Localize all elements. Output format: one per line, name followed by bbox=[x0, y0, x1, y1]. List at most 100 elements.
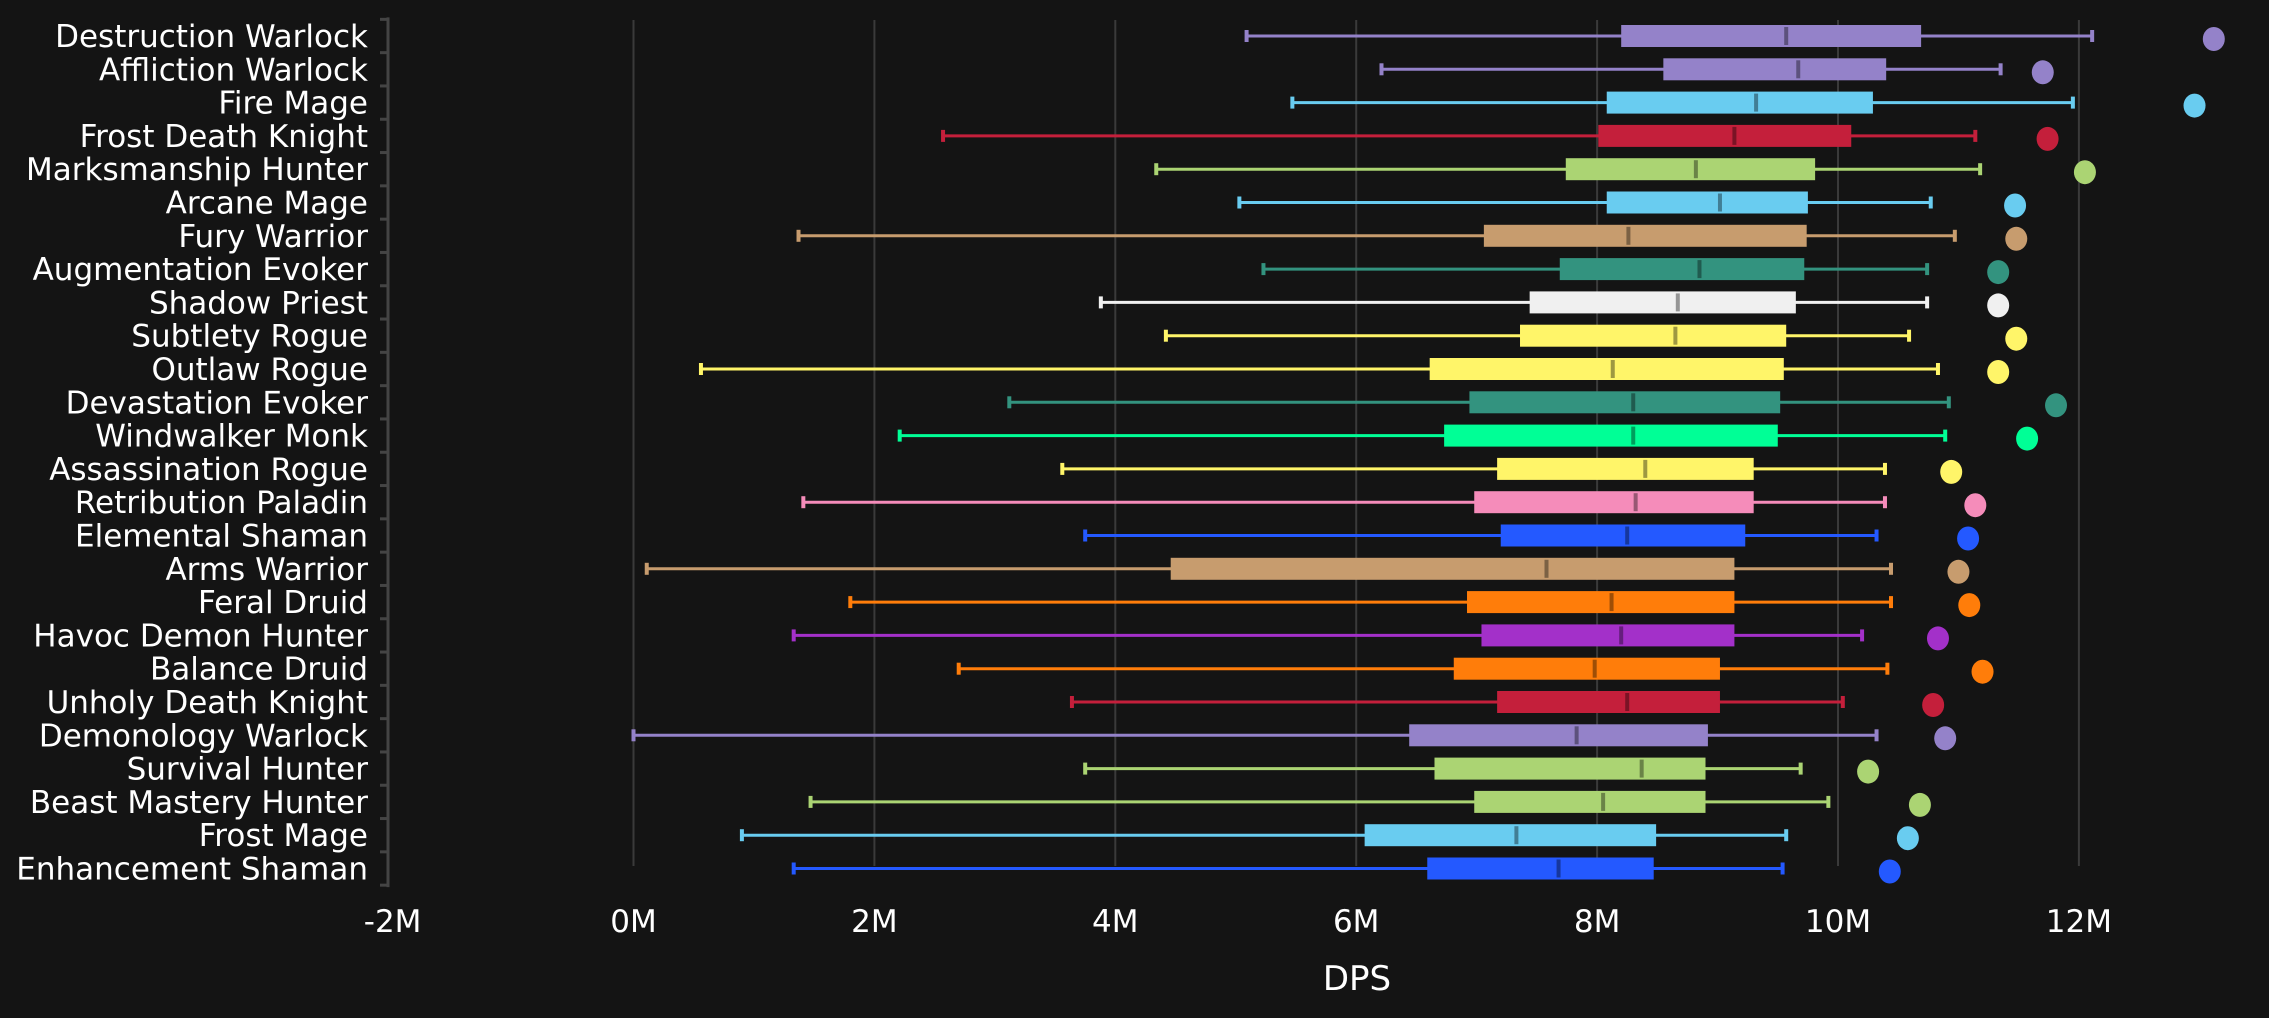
outlier-point bbox=[2183, 93, 2206, 118]
y-label: Assassination Rogue bbox=[49, 452, 368, 488]
x-axis-title: DPS bbox=[1323, 959, 1391, 999]
box-shadow-priest bbox=[1098, 291, 2010, 318]
y-label: Enhancement Shaman bbox=[16, 852, 368, 888]
box-marksmanship-hunter bbox=[1154, 158, 2096, 185]
outlier-point bbox=[2202, 27, 2225, 51]
iqr-box bbox=[1559, 258, 1805, 281]
box-subtlety-rogue bbox=[1163, 324, 2028, 351]
box-feral-druid bbox=[848, 591, 1981, 618]
y-label: Demonology Warlock bbox=[39, 718, 368, 754]
iqr-box bbox=[1474, 790, 1706, 813]
x-tick-label: 10M bbox=[1805, 904, 1871, 940]
y-label: Shadow Priest bbox=[149, 285, 368, 321]
box-enhancement-shaman bbox=[791, 857, 1901, 884]
outlier-point bbox=[1971, 659, 1994, 684]
iqr-box bbox=[1598, 124, 1852, 147]
outlier-point bbox=[2004, 193, 2027, 218]
outlier-point bbox=[2073, 160, 2096, 185]
y-label: Balance Druid bbox=[150, 652, 368, 688]
box-havoc-demon-hunter bbox=[791, 624, 1949, 651]
outlier-point bbox=[1926, 626, 1949, 651]
outlier-point bbox=[2005, 226, 2028, 251]
box-series bbox=[631, 25, 2225, 884]
y-label: Subtlety Rogue bbox=[131, 319, 368, 355]
outlier-point bbox=[1908, 792, 1931, 817]
y-label: Arms Warrior bbox=[165, 552, 368, 588]
iqr-box bbox=[1474, 491, 1754, 514]
iqr-box bbox=[1520, 324, 1787, 347]
outlier-point bbox=[2036, 126, 2059, 151]
y-label: Beast Mastery Hunter bbox=[30, 785, 368, 821]
box-survival-hunter bbox=[1083, 757, 1880, 784]
iqr-box bbox=[1621, 25, 1922, 47]
box-retribution-paladin bbox=[801, 491, 1987, 518]
x-axis: -2M 0M 2M 4M 6M 8M 10M 12M bbox=[364, 904, 2112, 940]
y-label: Survival Hunter bbox=[127, 752, 369, 788]
gridlines bbox=[632, 20, 2080, 866]
iqr-box bbox=[1606, 191, 1808, 214]
box-affliction-warlock bbox=[1379, 58, 2054, 85]
iqr-box bbox=[1469, 391, 1781, 414]
y-label: Marksmanship Hunter bbox=[26, 152, 368, 188]
outlier-point bbox=[2016, 426, 2039, 451]
x-tick-label: -2M bbox=[364, 904, 422, 940]
y-label: Unholy Death Knight bbox=[47, 685, 368, 721]
x-tick-label: 6M bbox=[1333, 904, 1379, 940]
x-tick-label: 2M bbox=[851, 904, 897, 940]
y-label: Feral Druid bbox=[198, 585, 368, 621]
iqr-box bbox=[1409, 724, 1708, 747]
x-tick-label: 0M bbox=[610, 904, 656, 940]
y-label: Elemental Shaman bbox=[75, 519, 368, 555]
box-augmentation-evoker bbox=[1261, 258, 2010, 285]
outlier-point bbox=[1922, 693, 1945, 717]
outlier-point bbox=[2031, 60, 2054, 85]
y-label: Augmentation Evoker bbox=[33, 252, 369, 288]
box-destruction-warlock bbox=[1244, 25, 2225, 51]
y-label: Havoc Demon Hunter bbox=[33, 618, 368, 654]
box-devastation-evoker bbox=[1007, 391, 2068, 418]
iqr-box bbox=[1565, 158, 1816, 181]
y-label: Outlaw Rogue bbox=[151, 352, 368, 388]
box-beast-mastery-hunter bbox=[808, 790, 1931, 817]
y-label: Frost Death Knight bbox=[80, 119, 368, 155]
iqr-box bbox=[1170, 557, 1735, 580]
outlier-point bbox=[1940, 459, 1963, 484]
iqr-box bbox=[1483, 224, 1807, 247]
outlier-point bbox=[1987, 293, 2010, 318]
y-label: Affliction Warlock bbox=[99, 52, 368, 88]
x-tick-label: 4M bbox=[1092, 904, 1138, 940]
y-label: Windwalker Monk bbox=[95, 419, 368, 455]
iqr-box bbox=[1453, 657, 1720, 680]
box-demonology-warlock bbox=[631, 724, 1957, 751]
x-tick-label: 8M bbox=[1574, 904, 1620, 940]
outlier-point bbox=[1957, 526, 1980, 551]
iqr-box bbox=[1467, 591, 1735, 614]
iqr-box bbox=[1427, 857, 1654, 880]
box-elemental-shaman bbox=[1083, 524, 1980, 551]
y-label: Retribution Paladin bbox=[75, 485, 368, 521]
box-frost-mage bbox=[739, 824, 1919, 851]
outlier-point bbox=[1958, 593, 1981, 618]
box-unholy-death-knight bbox=[1069, 691, 1945, 717]
box-fury-warrior bbox=[796, 224, 2028, 251]
outlier-point bbox=[2005, 326, 2028, 351]
outlier-point bbox=[1934, 726, 1957, 751]
iqr-box bbox=[1497, 691, 1720, 713]
iqr-box bbox=[1529, 291, 1796, 314]
outlier-point bbox=[1947, 559, 1970, 584]
box-arcane-mage bbox=[1237, 191, 2027, 218]
y-label: Fire Mage bbox=[218, 86, 368, 122]
box-arms-warrior bbox=[644, 557, 1970, 584]
box-assassination-rogue bbox=[1060, 457, 1963, 484]
x-tick-label: 12M bbox=[2046, 904, 2112, 940]
outlier-point bbox=[1987, 260, 2010, 285]
iqr-box bbox=[1364, 824, 1657, 847]
outlier-point bbox=[1896, 826, 1919, 851]
y-label: Arcane Mage bbox=[166, 186, 368, 222]
box-fire-mage bbox=[1290, 91, 2206, 118]
box-windwalker-monk bbox=[897, 424, 2039, 451]
box-outlaw-rogue bbox=[698, 358, 2010, 384]
y-label: Devastation Evoker bbox=[66, 385, 369, 421]
y-label: Destruction Warlock bbox=[55, 19, 368, 55]
outlier-point bbox=[1987, 360, 2010, 384]
